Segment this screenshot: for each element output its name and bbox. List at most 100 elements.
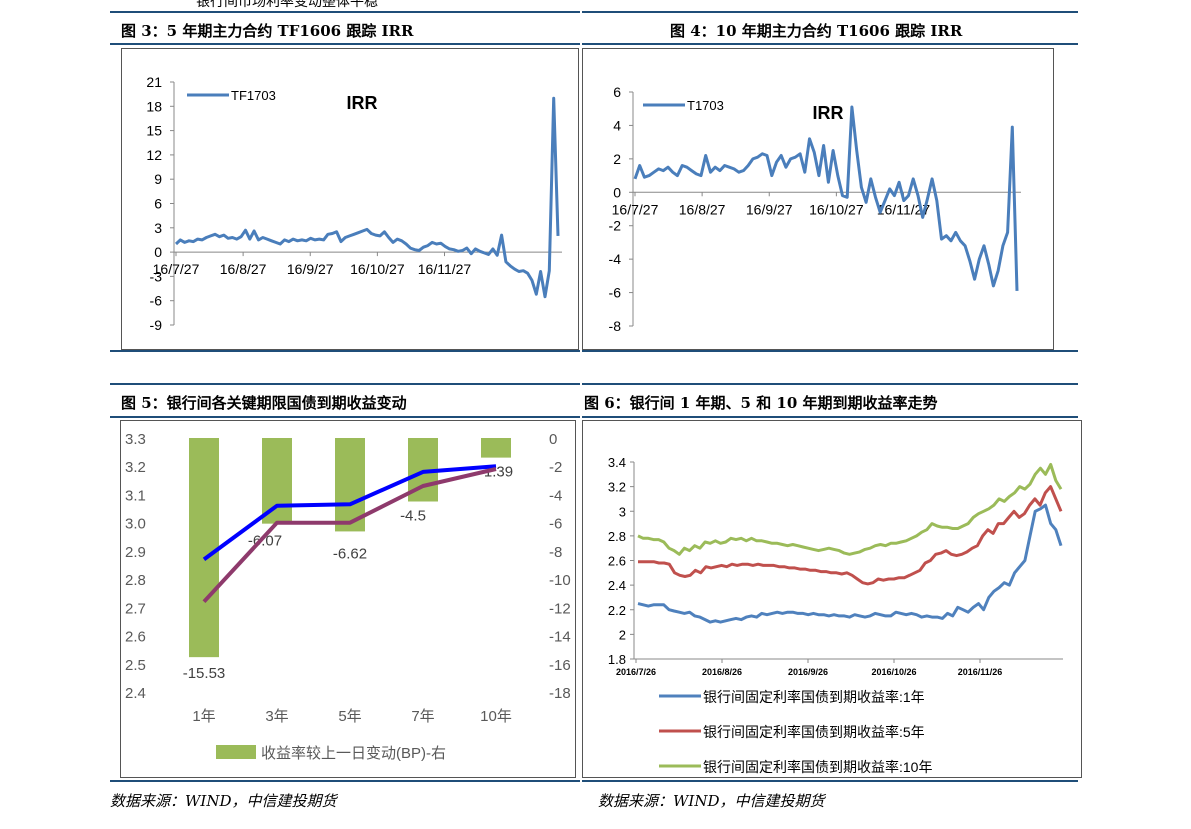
right-y-tick-label: 0 [549, 431, 557, 448]
fig6-chart: 1.8 2 2.2 2.4 2.6 2.8 3 3.2 3.4 2016/7/26 2016/8/2… [608, 455, 1063, 775]
fig3-frame: -9 -6 -3 0 3 6 9 12 15 18 21 16/7/27 16/8/27 16/9/27 1… [121, 48, 579, 350]
y-tick-label: 21 [146, 74, 162, 90]
change-bar [189, 438, 219, 658]
left-y-tick-label: 2.5 [125, 657, 146, 674]
category-label: 7年 [411, 708, 434, 725]
chart-title: IRR [347, 93, 378, 113]
y-tick-label: 9 [154, 171, 162, 187]
fig3-title: 图 3：5 年期主力合约 TF1606 跟踪 IRR [121, 22, 414, 40]
legend-label: TF1703 [231, 88, 276, 103]
x-tick-label: 16/9/27 [746, 201, 793, 217]
fig3-title-rule [110, 43, 580, 45]
y-tick-label: 2 [619, 627, 626, 642]
x-tick-label: 2016/7/26 [616, 667, 656, 677]
legend-label: 收益率较上一日变动(BP)-右 [261, 744, 446, 762]
right-y-tick-label: -2 [549, 459, 562, 476]
right-y-tick-label: -10 [549, 572, 571, 589]
irr-series-line [174, 96, 560, 299]
category-label: 5年 [338, 708, 361, 725]
bar-data-label: -6.62 [333, 545, 367, 562]
x-tick-label: 2016/10/26 [871, 667, 916, 677]
right-y-tick-label: -4 [549, 487, 562, 504]
change-bar [481, 438, 511, 458]
y-tick-label: 3.2 [608, 480, 626, 495]
fig5-bottom-rule [110, 780, 580, 782]
y-tick-label: -3 [150, 268, 163, 284]
y-tick-label: 2.2 [608, 603, 626, 618]
y-tick-label: -6 [150, 293, 163, 309]
y-tick-label: 3.4 [608, 455, 626, 470]
y-tick-label: -2 [609, 218, 622, 234]
bar-data-label: -15.53 [183, 665, 226, 682]
x-tick-label: 16/8/27 [220, 261, 267, 277]
y-tick-label: 3 [619, 504, 626, 519]
fig4-frame: -8 -6 -4 -2 0 2 4 6 16/7/27 16/8/27 16/9/27 16/10/2… [582, 48, 1054, 350]
fig4-title-rule [582, 43, 1078, 45]
left-y-tick-label: 2.7 [125, 600, 146, 617]
category-label: 10年 [480, 708, 512, 725]
yield-line-maroon [202, 467, 497, 604]
fig6-frame: 1.8 2 2.2 2.4 2.6 2.8 3 3.2 3.4 2016/7/26 2016/8/2… [582, 420, 1082, 778]
right-y-tick-label: -8 [549, 544, 562, 561]
fig34-bottom-rule-left [110, 350, 580, 352]
yield-series-line [638, 485, 1063, 586]
left-y-tick-label: 3.3 [125, 431, 146, 448]
fig5-frame: 2.4 2.5 2.6 2.7 2.8 2.9 3.0 3.1 3.2 3.3 -18 -16 -14 -… [120, 420, 576, 778]
y-tick-label: 0 [154, 244, 162, 260]
right-y-tick-label: -14 [549, 629, 571, 646]
category-label: 1年 [192, 708, 215, 725]
fig6-title: 图 6：银行间 1 年期、5 和 10 年期到期收益率走势 [584, 394, 938, 412]
legend-label: 银行间固定利率国债到期收益率:1年 [703, 689, 925, 705]
right-y-tick-label: -16 [549, 657, 571, 674]
y-tick-label: 6 [613, 84, 621, 100]
y-tick-label: 0 [613, 184, 621, 200]
top-rule-right [582, 11, 1078, 13]
y-tick-label: 4 [613, 117, 621, 133]
y-tick-label: -4 [609, 251, 622, 267]
y-tick-label: 2.6 [608, 554, 626, 569]
right-y-tick-label: -18 [549, 685, 571, 702]
left-y-tick-label: 2.9 [125, 544, 146, 561]
x-tick-label: 16/9/27 [287, 261, 334, 277]
fig5-top-rule [110, 383, 580, 385]
bar-data-label: -4.5 [400, 508, 426, 525]
x-tick-label: 16/11/27 [877, 201, 931, 217]
chart-title: IRR [813, 103, 844, 123]
x-tick-label: 2016/11/26 [958, 667, 1003, 677]
x-tick-label: 16/7/27 [612, 201, 659, 217]
x-tick-label: 16/10/27 [809, 201, 864, 217]
fig6-bottom-rule [582, 780, 1078, 782]
legend-label: 银行间固定利率国债到期收益率:10年 [703, 759, 932, 775]
y-tick-label: 3 [154, 220, 162, 236]
left-y-tick-label: 2.6 [125, 629, 146, 646]
irr-series-line [633, 105, 1019, 291]
x-tick-label: 16/11/27 [418, 261, 472, 277]
fig5-title: 图 5：银行间各关键期限国债到期收益变动 [121, 394, 407, 412]
left-y-tick-label: 3.2 [125, 459, 146, 476]
left-y-tick-label: 2.4 [125, 685, 146, 702]
x-tick-label: 16/7/27 [153, 261, 200, 277]
y-tick-label: -6 [609, 285, 622, 301]
legend-swatch [216, 745, 256, 759]
right-y-tick-label: -12 [549, 600, 571, 617]
fig5-title-rule [110, 416, 580, 418]
y-tick-label: 2.4 [608, 578, 626, 593]
fig6-top-rule [582, 383, 1078, 385]
fig5-chart: 2.4 2.5 2.6 2.7 2.8 2.9 3.0 3.1 3.2 3.3 -18 -16 -14 -… [125, 431, 571, 762]
legend-label: 银行间固定利率国债到期收益率:5年 [703, 724, 925, 740]
y-tick-label: 2 [613, 151, 621, 167]
x-tick-label: 16/8/27 [679, 201, 726, 217]
y-tick-label: 18 [146, 98, 162, 114]
yield-series-line [637, 463, 1063, 556]
y-tick-label: -9 [150, 317, 163, 333]
yield-line-blue [202, 464, 497, 562]
x-tick-label: 2016/9/26 [788, 667, 828, 677]
left-y-tick-label: 2.8 [125, 572, 146, 589]
y-tick-label: 15 [146, 123, 162, 139]
y-tick-label: -8 [609, 318, 622, 334]
category-label: 3年 [265, 708, 288, 725]
fig4-title: 图 4：10 年期主力合约 T1606 跟踪 IRR [670, 22, 963, 40]
legend-label: T1703 [687, 98, 724, 113]
right-y-tick-label: -6 [549, 516, 562, 533]
fig4-chart: -8 -6 -4 -2 0 2 4 6 16/7/27 16/8/27 16/9/27 16/10/2… [609, 84, 1021, 334]
